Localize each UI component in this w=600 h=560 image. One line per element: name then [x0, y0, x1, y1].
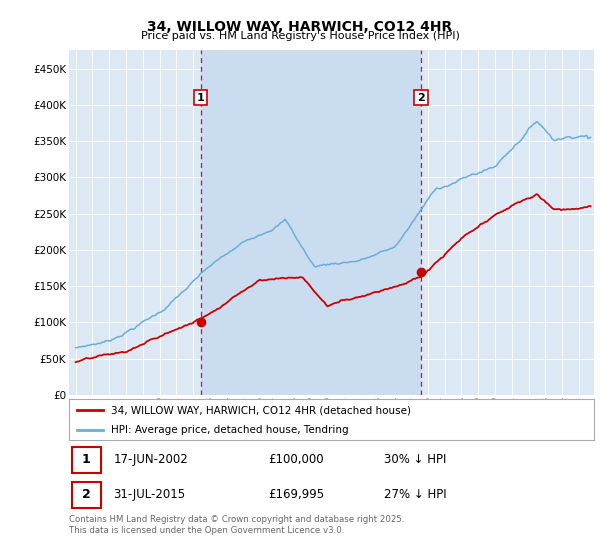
Bar: [201, 50, 421, 395]
FancyBboxPatch shape: [71, 447, 101, 473]
Text: £100,000: £100,000: [269, 454, 324, 466]
Text: 31-JUL-2015: 31-JUL-2015: [113, 488, 186, 501]
Text: 1: 1: [82, 454, 91, 466]
Text: Price paid vs. HM Land Registry's House Price Index (HPI): Price paid vs. HM Land Registry's House …: [140, 31, 460, 41]
Text: 27% ↓ HPI: 27% ↓ HPI: [384, 488, 446, 501]
Text: 34, WILLOW WAY, HARWICH, CO12 4HR (detached house): 34, WILLOW WAY, HARWICH, CO12 4HR (detac…: [111, 405, 411, 415]
Text: 1: 1: [197, 92, 205, 102]
Text: £169,995: £169,995: [269, 488, 325, 501]
Text: HPI: Average price, detached house, Tendring: HPI: Average price, detached house, Tend…: [111, 424, 349, 435]
Text: 17-JUN-2002: 17-JUN-2002: [113, 454, 188, 466]
Text: Contains HM Land Registry data © Crown copyright and database right 2025.
This d: Contains HM Land Registry data © Crown c…: [69, 515, 404, 535]
Text: 2: 2: [82, 488, 91, 501]
Text: 34, WILLOW WAY, HARWICH, CO12 4HR: 34, WILLOW WAY, HARWICH, CO12 4HR: [148, 20, 452, 34]
Text: 30% ↓ HPI: 30% ↓ HPI: [384, 454, 446, 466]
Text: 2: 2: [417, 92, 425, 102]
FancyBboxPatch shape: [71, 482, 101, 507]
